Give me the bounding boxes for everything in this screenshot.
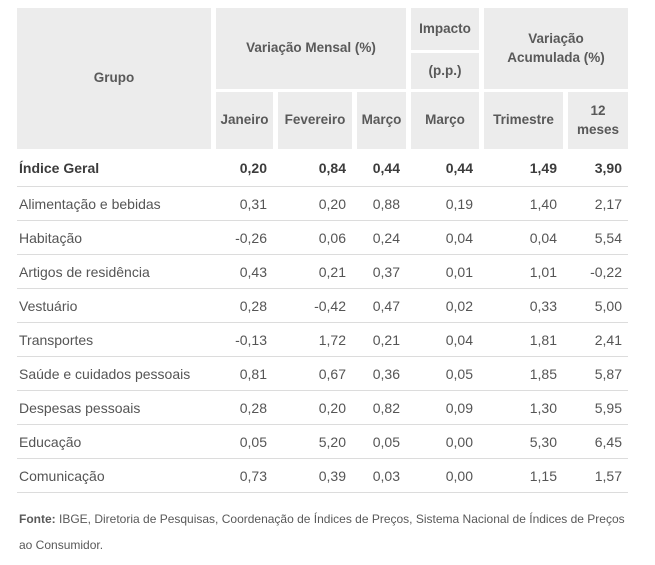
row-value: 0,20 xyxy=(318,195,346,212)
row-label: Despesas pessoais xyxy=(19,399,141,416)
row-value: -0,26 xyxy=(235,229,267,246)
row-value: 0,31 xyxy=(239,195,267,212)
row-value: 1,01 xyxy=(529,263,557,280)
row-value: 0,81 xyxy=(239,365,267,382)
header-col-marco-impacto: Março xyxy=(411,92,479,149)
row-value: 0,37 xyxy=(372,263,400,280)
row-value: 1,30 xyxy=(529,399,557,416)
row-value: 1,57 xyxy=(594,467,622,484)
row-value: 5,95 xyxy=(594,399,622,416)
row-value: 0,43 xyxy=(239,263,267,280)
header-grupo: Grupo xyxy=(17,8,211,149)
row-value: 5,00 xyxy=(594,297,622,314)
row-label: Transportes xyxy=(19,331,94,348)
source-text: IBGE, Diretoria de Pesquisas, Coordenaçã… xyxy=(19,512,625,552)
row-value: 0,28 xyxy=(239,399,267,416)
row-value: 1,85 xyxy=(529,365,557,382)
row-value: 6,45 xyxy=(594,433,622,450)
header-col-marco: Março xyxy=(357,92,406,149)
row-value: 0,24 xyxy=(372,229,400,246)
table-row-educacao: Educação 0,05 5,20 0,05 0,00 5,30 6,45 xyxy=(17,425,628,459)
row-value: 5,30 xyxy=(529,433,557,450)
row-value: 1,40 xyxy=(529,195,557,212)
row-value: 0,19 xyxy=(445,195,473,212)
table-row-artigos-residencia: Artigos de residência 0,43 0,21 0,37 0,0… xyxy=(17,255,628,289)
row-value: 0,04 xyxy=(445,331,473,348)
row-value: 1,49 xyxy=(529,159,557,176)
row-value: 1,15 xyxy=(529,467,557,484)
header-impacto: Impacto xyxy=(411,8,479,50)
table-row-despesas-pessoais: Despesas pessoais 0,28 0,20 0,82 0,09 1,… xyxy=(17,391,628,425)
row-value: -0,42 xyxy=(314,297,346,314)
table-row-comunicacao: Comunicação 0,73 0,39 0,03 0,00 1,15 1,5… xyxy=(17,459,628,493)
table-row-saude: Saúde e cuidados pessoais 0,81 0,67 0,36… xyxy=(17,357,628,391)
row-label: Artigos de residência xyxy=(19,263,150,280)
row-value: 2,17 xyxy=(594,195,622,212)
header-col-trimestre: Trimestre xyxy=(484,92,563,149)
header-col-fevereiro: Fevereiro xyxy=(278,92,352,149)
row-value: 0,04 xyxy=(529,229,557,246)
row-value: 3,90 xyxy=(594,159,622,176)
row-label: Índice Geral xyxy=(19,159,100,176)
row-label: Educação xyxy=(19,433,82,450)
row-value: -0,22 xyxy=(590,263,622,280)
row-label: Saúde e cuidados pessoais xyxy=(19,365,191,382)
row-value: 0,44 xyxy=(445,159,473,176)
row-value: 0,02 xyxy=(445,297,473,314)
row-value: 0,09 xyxy=(445,399,473,416)
row-value: 0,00 xyxy=(445,467,473,484)
row-value: 0,01 xyxy=(445,263,473,280)
row-value: 0,67 xyxy=(318,365,346,382)
row-value: 1,72 xyxy=(318,331,346,348)
row-value: 0,20 xyxy=(239,159,267,176)
source-label: Fonte: xyxy=(19,512,56,526)
row-value: 0,20 xyxy=(318,399,346,416)
row-value: 5,54 xyxy=(594,229,622,246)
row-value: 0,04 xyxy=(445,229,473,246)
row-value: 0,36 xyxy=(372,365,400,382)
row-value: 0,39 xyxy=(318,467,346,484)
row-value: 0,05 xyxy=(239,433,267,450)
row-value: 0,21 xyxy=(372,331,400,348)
row-value: 0,73 xyxy=(239,467,267,484)
row-value: 0,06 xyxy=(318,229,346,246)
row-label: Alimentação e bebidas xyxy=(19,195,161,212)
row-value: 0,33 xyxy=(529,297,557,314)
header-variacao-mensal: Variação Mensal (%) xyxy=(216,8,406,89)
row-value: 0,88 xyxy=(372,195,400,212)
table-header: Grupo Variação Mensal (%) Impacto (p.p.)… xyxy=(17,8,628,149)
row-value: 0,82 xyxy=(372,399,400,416)
table-source-note: Fonte: IBGE, Diretoria de Pesquisas, Coo… xyxy=(17,493,628,565)
row-value: 0,28 xyxy=(239,297,267,314)
row-label: Habitação xyxy=(19,229,83,246)
ipca-groups-table: Grupo Variação Mensal (%) Impacto (p.p.)… xyxy=(17,8,628,565)
row-value: 5,20 xyxy=(318,433,346,450)
table-row-indice-geral: Índice Geral 0,20 0,84 0,44 0,44 1,49 3,… xyxy=(17,149,628,187)
row-label: Vestuário xyxy=(19,297,78,314)
row-value: -0,13 xyxy=(235,331,267,348)
row-value: 0,44 xyxy=(372,159,400,176)
table-row-habitacao: Habitação -0,26 0,06 0,24 0,04 0,04 5,54 xyxy=(17,221,628,255)
row-value: 0,03 xyxy=(372,467,400,484)
table-row-transportes: Transportes -0,13 1,72 0,21 0,04 1,81 2,… xyxy=(17,323,628,357)
row-value: 2,41 xyxy=(594,331,622,348)
row-value: 5,87 xyxy=(594,365,622,382)
header-impacto-unit: (p.p.) xyxy=(411,53,479,89)
row-value: 1,81 xyxy=(529,331,557,348)
row-value: 0,21 xyxy=(318,263,346,280)
header-col-12-meses: 12 meses xyxy=(568,92,628,149)
row-label: Comunicação xyxy=(19,467,105,484)
row-value: 0,84 xyxy=(318,159,346,176)
table-body: Índice Geral 0,20 0,84 0,44 0,44 1,49 3,… xyxy=(17,149,628,493)
header-col-janeiro: Janeiro xyxy=(216,92,273,149)
header-variacao-acumulada: Variação Acumulada (%) xyxy=(484,8,628,89)
row-value: 0,00 xyxy=(445,433,473,450)
table-row-vestuario: Vestuário 0,28 -0,42 0,47 0,02 0,33 5,00 xyxy=(17,289,628,323)
row-value: 0,05 xyxy=(372,433,400,450)
table-row-alimentacao: Alimentação e bebidas 0,31 0,20 0,88 0,1… xyxy=(17,187,628,221)
row-value: 0,05 xyxy=(445,365,473,382)
row-value: 0,47 xyxy=(372,297,400,314)
